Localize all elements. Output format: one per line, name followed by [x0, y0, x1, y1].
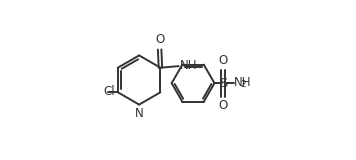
Text: NH: NH	[179, 59, 197, 72]
Text: N: N	[135, 107, 144, 120]
Text: NH: NH	[234, 76, 252, 89]
Text: 2: 2	[241, 80, 246, 89]
Text: O: O	[155, 33, 164, 46]
Text: O: O	[219, 99, 228, 112]
Text: S: S	[219, 77, 227, 90]
Text: O: O	[219, 54, 228, 67]
Text: Cl: Cl	[104, 85, 115, 98]
